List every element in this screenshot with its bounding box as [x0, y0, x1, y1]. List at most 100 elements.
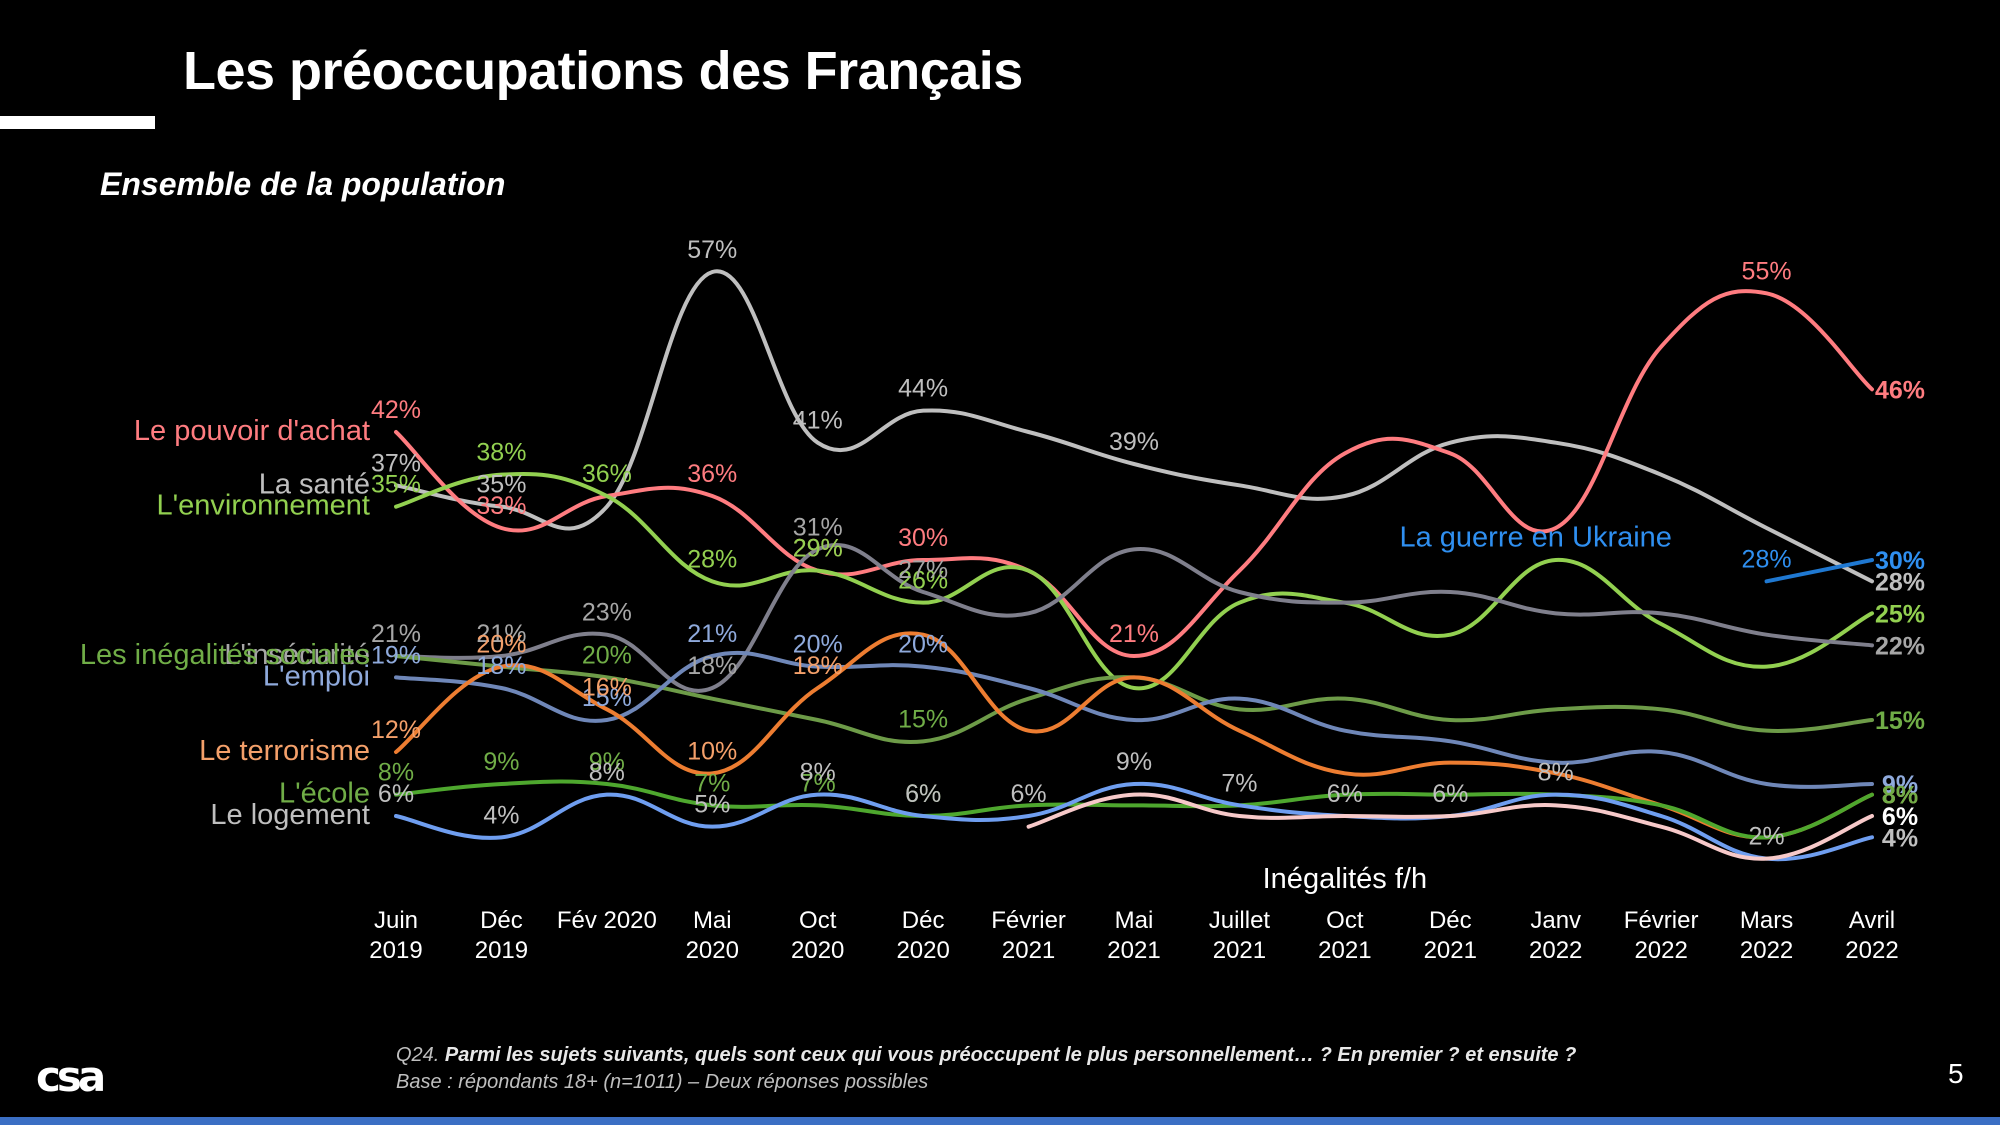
data-label-l-emploi: 21% [687, 620, 737, 648]
data-label-le-logement: 8% [589, 759, 625, 787]
data-label-le-logement: 6% [1432, 780, 1468, 808]
data-label-l-emploi: 18% [476, 652, 526, 680]
data-label-le-logement: 4% [483, 801, 519, 829]
data-label-la-sante: 41% [793, 407, 843, 435]
x-tick-label-year: 2022 [1740, 937, 1793, 964]
x-tick-label-year: 2020 [791, 937, 844, 964]
data-label-le-terrorisme: 20% [476, 631, 526, 659]
series-name-l-emploi: L'emploi [263, 660, 370, 692]
footer-base: Base : répondants 18+ (n=1011) – Deux ré… [396, 1071, 929, 1093]
x-tick-label: Janv [1530, 907, 1581, 934]
series-line-l-insecurite [394, 542, 1874, 693]
data-label-l-emploi: 19% [371, 641, 421, 669]
series-line-le-pouvoir-d-achat [394, 289, 1874, 659]
data-label-l-insecurite: 23% [582, 599, 632, 627]
data-label-la-sante: 57% [687, 236, 737, 264]
page-title: Les préoccupations des Français [183, 41, 1023, 101]
title-accent-bar [0, 116, 155, 129]
data-label-le-pouvoir-d-achat: 55% [1742, 257, 1792, 285]
data-label-le-terrorisme: 12% [371, 716, 421, 744]
x-tick-label-year: 2022 [1529, 937, 1582, 964]
data-label-l-emploi: 9% [1882, 771, 1918, 799]
data-label-le-pouvoir-d-achat: 33% [476, 492, 526, 520]
series-name-le-terrorisme: Le terrorisme [199, 735, 370, 767]
x-tick-label-year: 2022 [1634, 937, 1687, 964]
x-tick-label-year: 2020 [686, 937, 739, 964]
data-label-le-terrorisme: 10% [687, 737, 737, 765]
x-tick-label-year: 2019 [369, 937, 422, 964]
data-label-la-sante: 37% [371, 449, 421, 477]
data-label-les-inegalites-sociales: 20% [582, 641, 632, 669]
data-label-le-pouvoir-d-achat: 30% [898, 524, 948, 552]
series-line-le-terrorisme [394, 631, 1874, 840]
data-label-l-environnement: 29% [793, 535, 843, 563]
data-label-le-logement: 9% [1116, 748, 1152, 776]
series-line-l-environnement [394, 472, 1874, 691]
footer-question: Q24. Parmi les sujets suivants, quels so… [396, 1044, 1576, 1067]
series-name-le-pouvoir-d-achat: Le pouvoir d'achat [134, 415, 370, 447]
data-label-l-environnement: 36% [582, 460, 632, 488]
x-tick-label: Avril [1849, 907, 1895, 934]
data-label-l-ecole: 7% [800, 769, 836, 797]
data-label-l-ecole: 8% [378, 759, 414, 787]
data-label-le-pouvoir-d-achat: 36% [687, 460, 737, 488]
data-label-le-terrorisme: 18% [793, 652, 843, 680]
data-label-le-logement: 2% [1749, 823, 1785, 851]
series-name-le-logement: Le logement [210, 799, 370, 831]
data-label-l-emploi: 20% [793, 631, 843, 659]
data-label-le-logement: 7% [1221, 769, 1257, 797]
series-line-le-logement [394, 781, 1874, 862]
question-text: Parmi les sujets suivants, quels sont ce… [444, 1044, 1577, 1066]
x-tick-label-year: 2021 [1002, 937, 1055, 964]
series-line-l-emploi [394, 650, 1874, 789]
x-tick-label-year: 2021 [1318, 937, 1371, 964]
data-label-la-sante: 28% [1875, 568, 1925, 596]
data-label-l-insecurite: 27% [898, 556, 948, 584]
data-label-le-pouvoir-d-achat: 46% [1875, 376, 1925, 404]
data-label-l-environnement: 28% [687, 545, 737, 573]
data-label-la-sante: 39% [1109, 428, 1159, 456]
x-tick-label: Oct [799, 907, 837, 934]
data-label-le-pouvoir-d-achat: 29% [793, 535, 843, 563]
data-label-l-insecurite: 31% [793, 513, 843, 541]
x-tick-label-year: 2021 [1213, 937, 1266, 964]
x-tick-label-year: 2021 [1424, 937, 1477, 964]
series-name-les-inegalites-sociales: Les inégalités sociales [80, 639, 370, 671]
series-line-l-ecole [394, 779, 1874, 840]
data-label-le-logement: 6% [1011, 780, 1047, 808]
data-label-le-terrorisme: 16% [582, 673, 632, 701]
x-tick-label: Fév 2020 [557, 907, 657, 934]
data-label-la-sante: 44% [898, 375, 948, 403]
data-label-inegalites-f-h: 6% [1882, 803, 1918, 831]
data-label-l-insecurite: 18% [687, 652, 737, 680]
x-tick-label: Mai [693, 907, 732, 934]
x-tick-label: Juin [374, 907, 418, 934]
data-label-l-ecole: 9% [589, 748, 625, 776]
data-label-le-logement: 4% [1882, 824, 1918, 852]
data-label-l-ecole: 7% [694, 769, 730, 797]
data-label-la-sante: 35% [476, 471, 526, 499]
csa-logo: csa [36, 1052, 106, 1101]
x-tick-label: Déc [1429, 907, 1472, 934]
x-tick-label-year: 2021 [1107, 937, 1160, 964]
bottom-accent-bar [0, 1117, 2000, 1125]
x-tick-label: Février [1624, 907, 1699, 934]
data-label-les-inegalites-sociales: 15% [898, 705, 948, 733]
data-label-l-environnement: 25% [1875, 600, 1925, 628]
line-chart: 37%35%57%41%44%39%28%42%33%36%29% 30%21%5… [80, 236, 1925, 964]
series-line-inegalites-f-h [1026, 792, 1874, 861]
series-name-la-guerre-en-ukraine: La guerre en Ukraine [1399, 522, 1671, 554]
data-label-le-pouvoir-d-achat: 42% [371, 396, 421, 424]
data-label-le-logement: 6% [905, 780, 941, 808]
series-name-l-ecole: L'école [279, 778, 370, 810]
data-label-le-logement: 6% [1327, 780, 1363, 808]
data-label-la-guerre-en-ukraine: 28% [1742, 545, 1792, 573]
data-label-le-logement: 5% [694, 791, 730, 819]
data-label-l-insecurite: 21% [476, 620, 526, 648]
data-label-l-insecurite: 22% [1875, 632, 1925, 660]
data-label-l-environnement: 35% [371, 471, 421, 499]
chart-subtitle: Ensemble de la population [100, 166, 506, 202]
data-label-l-insecurite: 21% [371, 620, 421, 648]
data-label-les-inegalites-sociales: 15% [1875, 707, 1925, 735]
question-number: Q24. [396, 1044, 440, 1066]
